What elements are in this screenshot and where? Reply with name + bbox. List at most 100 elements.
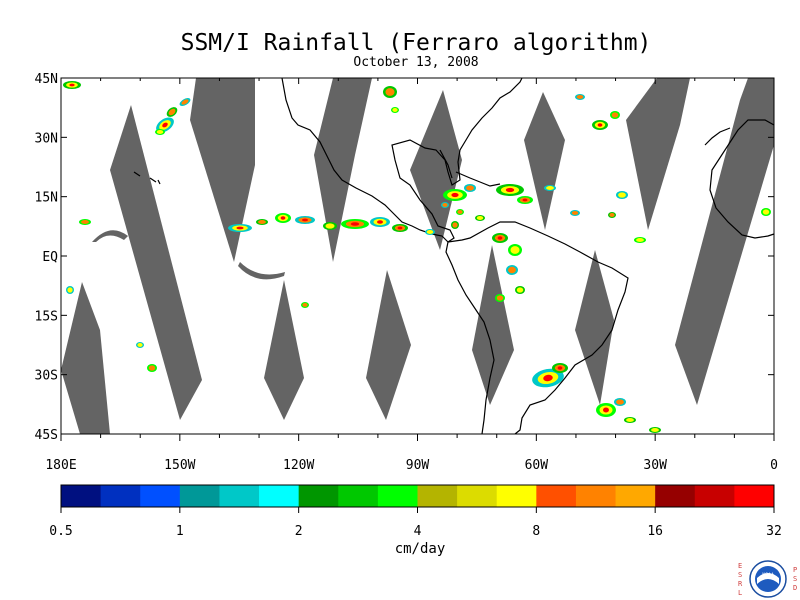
- colorbar-swatch: [259, 485, 300, 507]
- coastlines: [133, 77, 775, 435]
- colorbar-tick-label: 1: [176, 524, 184, 539]
- colorbar-tick-label: 16: [647, 524, 663, 539]
- logo-letter: S: [738, 571, 742, 579]
- swath-gap: [366, 270, 411, 420]
- rain-cell-mid: [618, 192, 626, 198]
- rain-cell-core: [397, 226, 403, 230]
- lon-label: 0: [770, 458, 778, 473]
- rain-cell-mid: [609, 213, 615, 217]
- swath-gap: [238, 262, 285, 280]
- rain-cell-core: [69, 83, 75, 87]
- rain-cell: [492, 233, 508, 243]
- rain-cell: [301, 302, 309, 308]
- rain-cell-core: [377, 220, 383, 224]
- colorbar-swatch: [655, 485, 696, 507]
- colorbar-swatch: [61, 485, 102, 507]
- colorbar-tick-label: 8: [532, 524, 540, 539]
- swath-gap: [575, 250, 614, 405]
- rain-cell: [136, 342, 144, 348]
- rain-cell-core: [280, 216, 286, 220]
- rain-cell: [451, 221, 459, 229]
- rain-cell: [391, 107, 399, 113]
- colorbar-swatch: [734, 485, 775, 507]
- colorbar-swatch: [417, 485, 458, 507]
- rain-cell-core: [597, 123, 603, 127]
- rain-cell: [425, 229, 435, 235]
- rain-cell-mid: [156, 130, 164, 134]
- rain-cell: [464, 184, 476, 192]
- rain-cell: [596, 403, 616, 417]
- rain-cell: [624, 417, 636, 423]
- colorbar-swatch: [615, 485, 656, 507]
- rain-cell: [608, 212, 616, 218]
- logo-letter: E: [738, 562, 742, 570]
- colorbar-swatch: [457, 485, 498, 507]
- rain-cell-mid: [762, 209, 770, 215]
- colorbar-tick-label: 32: [766, 524, 782, 539]
- swath-gap: [190, 78, 255, 262]
- coastline-south-america: [445, 221, 629, 435]
- rain-cell: [634, 237, 646, 243]
- rain-cell: [370, 217, 390, 227]
- coastline-florida: [439, 149, 453, 179]
- swath-gap: [410, 90, 462, 250]
- colorbar-swatch: [179, 485, 220, 507]
- logo-letter: P: [793, 566, 797, 574]
- rain-cell-mid: [137, 343, 143, 347]
- colorbar: 0.5 1 2 4 8 16 32: [49, 484, 782, 539]
- rain-cell: [761, 208, 771, 216]
- logo-letter: S: [793, 575, 797, 583]
- colorbar-unit: cm/day: [394, 541, 446, 557]
- rain-cell-mid: [508, 266, 516, 274]
- latitude-axis: 45N 30N 15N EQ 15S 30S 45S: [35, 72, 774, 443]
- rain-cell: [155, 129, 165, 135]
- rain-cell-mid: [576, 95, 584, 99]
- rain-cell: [517, 196, 533, 204]
- map-date: October 13, 2008: [353, 55, 479, 70]
- noaa-logo: E S R L P S D NOAA: [738, 560, 797, 598]
- lat-label: 45N: [35, 72, 58, 87]
- lon-label: 150W: [164, 458, 195, 473]
- rain-cell: [456, 209, 464, 215]
- rain-cell: [147, 364, 157, 372]
- rain-cell-core: [557, 366, 563, 370]
- rain-cell: [508, 244, 522, 256]
- swath-gaps: [61, 78, 774, 434]
- rain-cell: [275, 213, 291, 223]
- logo-letter: D: [793, 584, 797, 592]
- map-plot-area: [61, 77, 775, 435]
- map-title: SSM/I Rainfall (Ferraro algorithm): [180, 30, 652, 56]
- rain-cell: [179, 98, 191, 106]
- colorbar-swatch: [536, 485, 577, 507]
- colorbar-swatch: [298, 485, 339, 507]
- rain-cell-mid: [457, 210, 463, 214]
- esrl-letters: E S R L P S D: [738, 562, 797, 597]
- rain-cell: [295, 216, 315, 224]
- colorbar-tick-label: 0.5: [49, 524, 72, 539]
- rain-cell-core: [522, 198, 528, 202]
- rain-cell: [383, 86, 397, 98]
- rain-cell-core: [302, 218, 308, 222]
- coastline-europe: [704, 127, 731, 146]
- rain-cell: [323, 222, 337, 230]
- rain-cell: [515, 286, 525, 294]
- rain-cell-core: [162, 122, 168, 128]
- rain-cell-mid: [181, 99, 189, 105]
- colorbar-swatch: [140, 485, 181, 507]
- colorbar-swatch: [575, 485, 617, 507]
- rain-cell-core: [603, 407, 609, 413]
- rain-cell: [506, 265, 518, 275]
- noaa-name: NOAA: [762, 572, 774, 577]
- lon-label: 180E: [45, 458, 76, 473]
- lon-label: 60W: [525, 458, 549, 473]
- rain-cell-mid: [616, 399, 624, 405]
- colorbar-swatch: [694, 485, 735, 507]
- rain-cell: [610, 111, 620, 119]
- lat-label: 15S: [35, 309, 58, 324]
- rain-cell-core: [451, 192, 459, 198]
- rain-cell: [570, 210, 580, 216]
- rain-cell-mid: [452, 222, 458, 228]
- rain-cell-mid: [516, 287, 524, 293]
- rain-cell: [616, 191, 628, 199]
- rain-cell-mid: [510, 246, 520, 254]
